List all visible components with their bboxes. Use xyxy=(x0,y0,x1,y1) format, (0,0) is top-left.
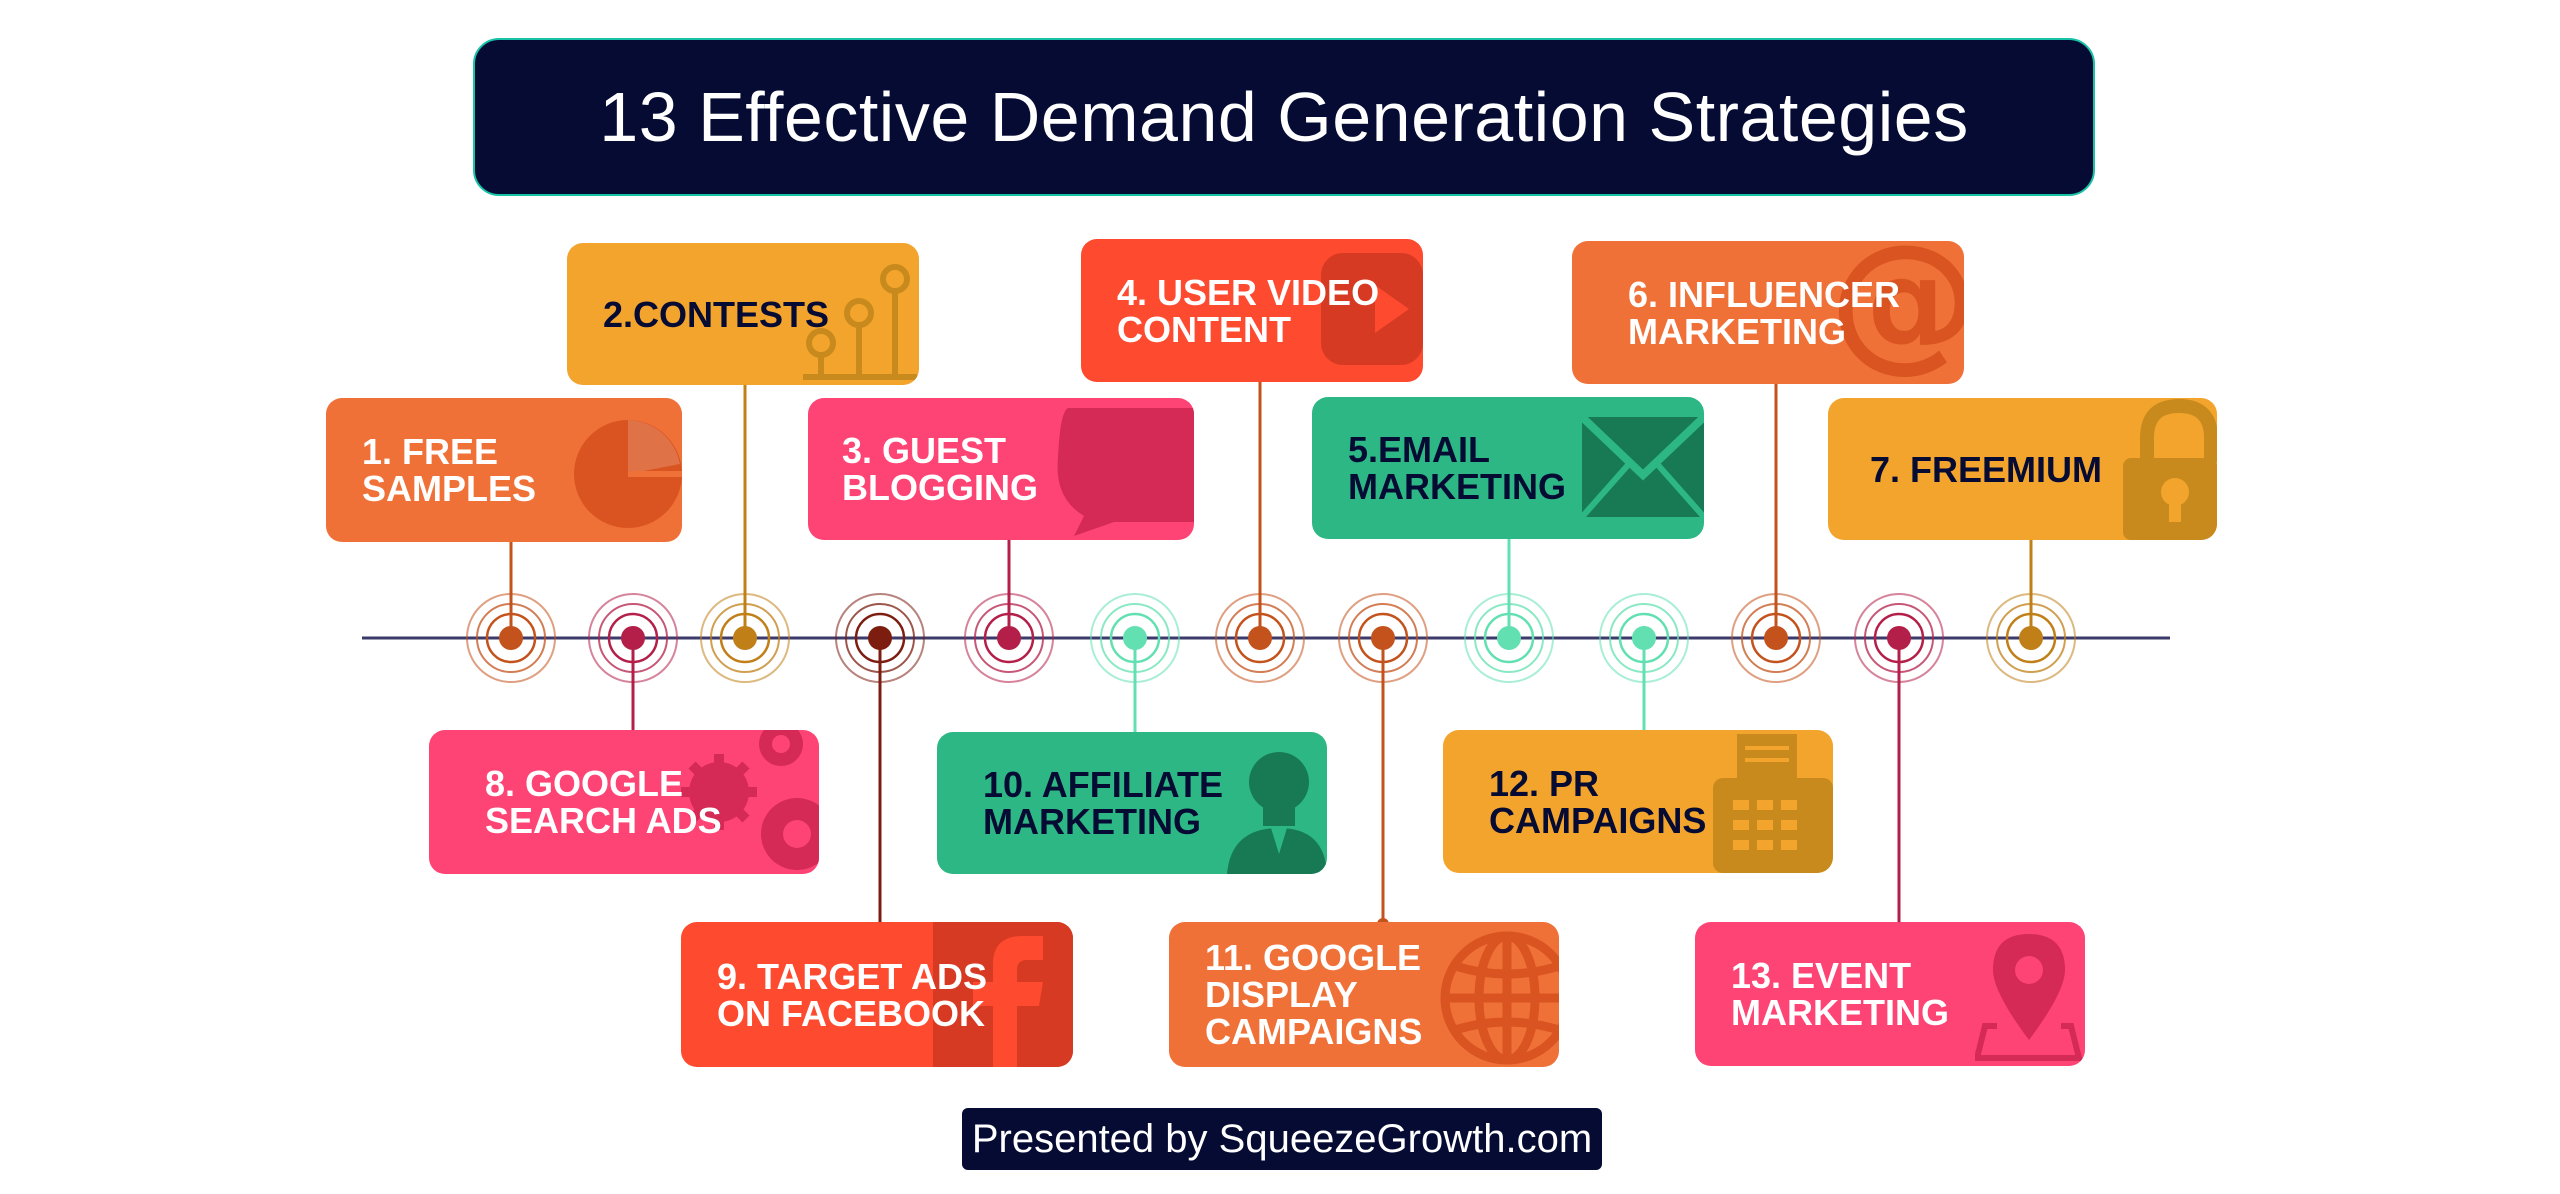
node-ring-middle xyxy=(1741,603,1811,673)
node-dot xyxy=(1248,626,1272,650)
node-dot xyxy=(733,626,757,650)
node-dot xyxy=(1497,626,1521,650)
node-ring-outer xyxy=(1338,593,1428,683)
pins-icon xyxy=(799,243,919,385)
strategy-label: 5.EMAIL MARKETING xyxy=(1348,429,1566,507)
node-ring-inner xyxy=(485,612,537,664)
strategy-label: 10. AFFILIATE MARKETING xyxy=(983,764,1224,842)
title-banner: 13 Effective Demand Generation Strategie… xyxy=(473,38,2095,196)
node-ring-inner xyxy=(1750,612,1802,664)
node-ring-outer xyxy=(1599,593,1689,683)
strategy-card: 12. PR CAMPAIGNS xyxy=(1443,730,1833,873)
strategy-card: 9. TARGET ADS ON FACEBOOK xyxy=(681,922,1073,1067)
strategy-label: 1. FREE SAMPLES xyxy=(362,431,537,509)
node-dot xyxy=(621,626,645,650)
node-dot xyxy=(1371,626,1395,650)
node-dot xyxy=(1632,626,1656,650)
node-ring-inner xyxy=(983,612,1035,664)
node-ring-middle xyxy=(1864,603,1934,673)
strategy-label: 6. INFLUENCER MARKETING xyxy=(1628,273,1901,352)
node-ring-outer xyxy=(835,593,925,683)
node-ring-middle xyxy=(974,603,1044,673)
node-ring-outer xyxy=(1854,593,1944,683)
node-dot xyxy=(1123,626,1147,650)
strategy-card: 8. GOOGLE SEARCH ADS xyxy=(429,730,819,874)
at-sign-icon: @ xyxy=(1834,241,1964,384)
node-ring-outer xyxy=(1731,593,1821,683)
node-ring-inner xyxy=(1357,612,1409,664)
node-ring-inner xyxy=(1483,612,1535,664)
node-ring-middle xyxy=(710,603,780,673)
page-title: 13 Effective Demand Generation Strategie… xyxy=(599,78,1969,156)
strategy-label: 11. GOOGLE DISPLAY CAMPAIGNS xyxy=(1205,937,1423,1052)
node-ring-outer xyxy=(1215,593,1305,683)
globe-icon xyxy=(1429,922,1559,1067)
node-ring-outer xyxy=(588,593,678,683)
node-ring-inner xyxy=(1618,612,1670,664)
strategy-card: 2.CONTESTS xyxy=(567,243,919,385)
gears-icon xyxy=(669,730,819,874)
node-ring-middle xyxy=(1100,603,1170,673)
pie-chart-icon xyxy=(562,398,682,542)
node-ring-inner xyxy=(2005,612,2057,664)
node-dot xyxy=(1764,626,1788,650)
node-ring-outer xyxy=(700,593,790,683)
node-ring-middle xyxy=(476,603,546,673)
footer-credit: Presented by SqueezeGrowth.com xyxy=(971,1116,1593,1161)
node-ring-middle xyxy=(1474,603,1544,673)
node-ring-middle xyxy=(598,603,668,673)
envelope-icon xyxy=(1574,397,1704,539)
node-ring-outer xyxy=(1090,593,1180,683)
strategy-card: 4. USER VIDEO CONTENT xyxy=(1081,239,1423,382)
node-ring-inner xyxy=(854,612,906,664)
person-icon xyxy=(1217,732,1327,874)
strategy-label: 7. FREEMIUM xyxy=(1870,448,2103,490)
strategy-label: 2.CONTESTS xyxy=(603,293,830,335)
svg-text:@: @ xyxy=(1834,241,1964,384)
strategy-card: 10. AFFILIATE MARKETING xyxy=(937,732,1327,874)
play-button-icon xyxy=(1313,239,1423,382)
strategy-card: 13. EVENT MARKETING xyxy=(1695,922,2085,1066)
node-ring-middle xyxy=(845,603,915,673)
node-ring-outer xyxy=(1986,593,2076,683)
strategy-card: 7. FREEMIUM xyxy=(1828,398,2217,540)
strategy-card: 3. GUEST BLOGGING xyxy=(808,398,1194,540)
node-ring-inner xyxy=(1234,612,1286,664)
node-dot xyxy=(868,626,892,650)
strategy-label: 8. GOOGLE SEARCH ADS xyxy=(485,763,722,841)
node-dot xyxy=(499,626,523,650)
speech-bubble-icon xyxy=(1044,398,1194,540)
node-dot xyxy=(997,626,1021,650)
node-dot xyxy=(2019,626,2043,650)
strategy-label: 9. TARGET ADS ON FACEBOOK xyxy=(717,955,988,1034)
footer-banner: Presented by SqueezeGrowth.com xyxy=(962,1108,1602,1170)
strategy-label: 13. EVENT MARKETING xyxy=(1731,955,1949,1033)
strategy-card: 11. GOOGLE DISPLAY CAMPAIGNS xyxy=(1169,922,1559,1067)
strategy-label: 12. PR CAMPAIGNS xyxy=(1489,762,1707,841)
padlock-icon xyxy=(2107,398,2217,540)
location-pin-icon xyxy=(1975,922,2085,1066)
node-ring-inner xyxy=(1109,612,1161,664)
node-ring-outer xyxy=(466,593,556,683)
node-ring-middle xyxy=(1609,603,1679,673)
node-ring-inner xyxy=(1873,612,1925,664)
fax-machine-icon xyxy=(1703,730,1833,873)
node-ring-middle xyxy=(1225,603,1295,673)
node-ring-inner xyxy=(607,612,659,664)
strategy-label: 4. USER VIDEO CONTENT xyxy=(1117,271,1380,350)
node-ring-middle xyxy=(1996,603,2066,673)
node-ring-inner xyxy=(719,612,771,664)
strategy-label: 3. GUEST BLOGGING xyxy=(842,430,1038,508)
node-ring-outer xyxy=(1464,593,1554,683)
strategy-card: 5.EMAIL MARKETING xyxy=(1312,397,1704,539)
node-dot xyxy=(1887,626,1911,650)
strategy-card: @6. INFLUENCER MARKETING xyxy=(1572,241,1964,384)
node-ring-outer xyxy=(964,593,1054,683)
facebook-icon xyxy=(933,922,1073,1067)
strategy-card: 1. FREE SAMPLES xyxy=(326,398,682,542)
node-ring-middle xyxy=(1348,603,1418,673)
